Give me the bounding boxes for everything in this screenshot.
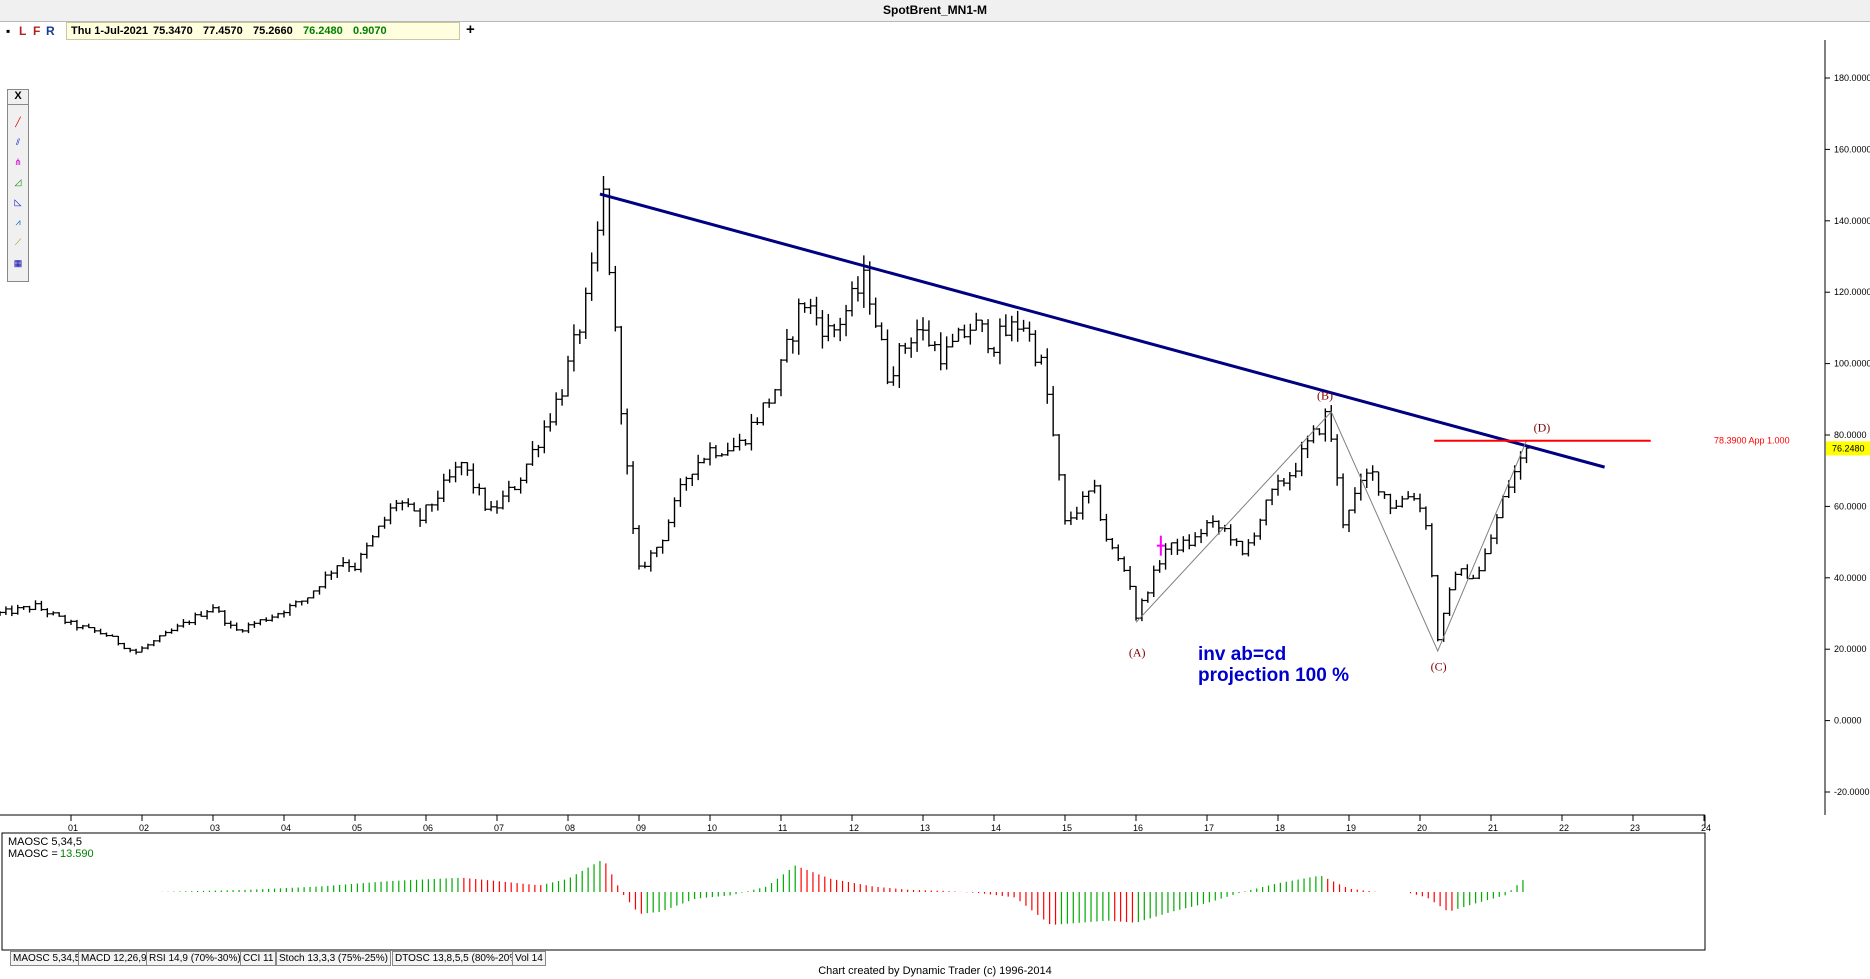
last-price-label: 76.2480 <box>1832 443 1865 453</box>
chart-overlays: (A) (B) (C) (D) <box>600 194 1651 674</box>
oscillator-value-name: MAOSC = <box>8 848 58 860</box>
y-axis: 180.0000 160.0000 140.0000 120.0000 100.0000… <box>1825 73 1870 797</box>
footer-credit: Chart created by Dynamic Trader (c) 1996… <box>0 965 1870 977</box>
annotation-line1: inv ab=cd <box>1198 644 1286 665</box>
x-tick-label: 20 <box>1417 823 1427 833</box>
tab-rsi[interactable]: RSI 14,9 (70%-30%) <box>146 951 244 966</box>
x-tick-label: 05 <box>352 823 362 833</box>
x-tick-label: 04 <box>281 823 291 833</box>
trendline[interactable] <box>600 194 1605 467</box>
oscillator-label: MAOSC 5,34,5 <box>8 836 82 848</box>
tab-macd[interactable]: MACD 12,26,9 <box>78 951 150 966</box>
oscillator-value: 13.590 <box>60 848 94 860</box>
tab-cci[interactable]: CCI 11 <box>240 951 276 966</box>
x-tick-label: 22 <box>1559 823 1569 833</box>
tab-stoch[interactable]: Stoch 13,3,3 (75%-25%) <box>276 951 391 966</box>
oscillator-panel-frame <box>2 833 1705 950</box>
x-tick-label: 18 <box>1275 823 1285 833</box>
y-tick-label: -20.0000 <box>1834 787 1870 797</box>
x-tick-label: 10 <box>707 823 717 833</box>
y-tick-label: 20.0000 <box>1834 644 1867 654</box>
y-tick-label: 120.0000 <box>1834 287 1870 297</box>
x-tick-label: 08 <box>565 823 575 833</box>
wave-label: (C) <box>1431 660 1447 674</box>
x-axis: 01 02 03 04 05 06 07 08 09 10 11 12 13 14 15 16 17 18 19 20… <box>68 815 1711 833</box>
x-tick-label: 23 <box>1630 823 1640 833</box>
x-tick-label: 01 <box>68 823 78 833</box>
y-tick-label: 140.0000 <box>1834 216 1870 226</box>
x-tick-label: 15 <box>1062 823 1072 833</box>
abcd-pattern[interactable] <box>1136 412 1527 651</box>
y-tick-label: 40.0000 <box>1834 573 1867 583</box>
y-tick-label: 100.0000 <box>1834 359 1870 369</box>
x-tick-label: 16 <box>1133 823 1143 833</box>
x-tick-label: 13 <box>920 823 930 833</box>
price-line-label: 78.3900 App 1.000 <box>1714 436 1790 446</box>
x-tick-label: 12 <box>849 823 859 833</box>
x-tick-label: 24 <box>1701 823 1711 833</box>
x-tick-label: 21 <box>1488 823 1498 833</box>
oscillator-histogram <box>156 861 1523 925</box>
y-tick-label: 160.0000 <box>1834 144 1870 154</box>
x-tick-label: 06 <box>423 823 433 833</box>
y-tick-label: 60.0000 <box>1834 501 1867 511</box>
x-tick-label: 11 <box>778 823 787 833</box>
x-tick-label: 03 <box>210 823 220 833</box>
tab-maosc[interactable]: MAOSC 5,34,5 <box>10 951 83 966</box>
x-tick-label: 17 <box>1204 823 1214 833</box>
x-tick-label: 14 <box>991 823 1001 833</box>
price-bars <box>0 176 1530 654</box>
wave-label: (D) <box>1534 420 1551 434</box>
y-tick-label: 180.0000 <box>1834 73 1870 83</box>
x-tick-label: 09 <box>636 823 646 833</box>
wave-label: (A) <box>1129 645 1146 659</box>
x-tick-label: 07 <box>494 823 504 833</box>
x-tick-label: 02 <box>139 823 149 833</box>
tab-dtosc[interactable]: DTOSC 13,8,5,5 (80%-20%) <box>392 951 525 966</box>
y-tick-label: 0.0000 <box>1834 716 1862 726</box>
annotation-line2: projection 100 % <box>1198 665 1349 686</box>
y-tick-label: 80.0000 <box>1834 430 1867 440</box>
wave-label: (B) <box>1317 388 1333 402</box>
x-tick-label: 19 <box>1346 823 1356 833</box>
tab-vol[interactable]: Vol 14 <box>512 951 546 966</box>
